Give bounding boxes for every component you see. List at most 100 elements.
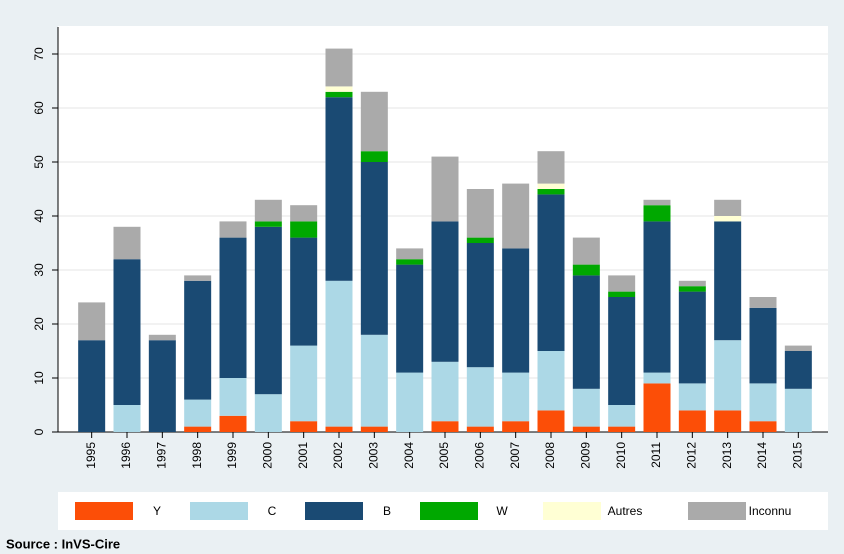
y-tick-label: 50: [32, 155, 46, 169]
x-tick-label: 2010: [614, 442, 628, 469]
y-tick-label: 20: [32, 317, 46, 331]
x-tick-label: 2004: [402, 442, 416, 469]
bar-segment: [643, 221, 671, 373]
legend-label: B: [383, 504, 391, 518]
y-tick-label: 70: [32, 47, 46, 61]
x-tick-label: 2009: [579, 442, 593, 469]
bar-segment: [360, 91, 388, 152]
bar-segment: [254, 221, 282, 227]
bar-segment: [784, 345, 812, 351]
bar-segment: [678, 291, 706, 384]
y-tick-label: 0: [32, 428, 46, 435]
x-tick-label: 2001: [296, 442, 310, 469]
bar-segment: [431, 421, 459, 432]
x-tick-label: 2015: [791, 442, 805, 469]
bar-segment: [184, 280, 212, 400]
bar-segment: [537, 151, 565, 184]
bar-segment: [714, 199, 742, 216]
bar-segment: [290, 205, 318, 222]
legend-swatch: [305, 502, 363, 520]
bar-segment: [572, 275, 600, 389]
bar-segment: [290, 421, 318, 432]
bar-segment: [537, 194, 565, 351]
x-tick-label: 2011: [649, 442, 663, 468]
bar-segment: [502, 248, 530, 373]
bar-segment: [572, 264, 600, 276]
bar-segment: [643, 372, 671, 384]
legend-swatch: [543, 502, 601, 520]
bar-segment: [678, 410, 706, 432]
bar-segment: [608, 297, 636, 405]
bar-segment: [784, 351, 812, 389]
bar-segment: [537, 351, 565, 411]
bar-segment: [714, 410, 742, 432]
bar-segment: [325, 86, 353, 92]
bar-segment: [219, 237, 247, 378]
bar-segment: [360, 426, 388, 432]
x-tick-label: 2000: [261, 442, 275, 469]
bar-segment: [325, 280, 353, 427]
bar-segment: [184, 275, 212, 281]
x-tick-label: 2008: [543, 442, 557, 469]
bar-segment: [714, 340, 742, 411]
x-tick-label: 2012: [685, 442, 699, 469]
bar-segment: [325, 97, 353, 281]
x-tick-label: 2013: [720, 442, 734, 469]
x-tick-label: 2014: [755, 442, 769, 469]
bar-segment: [537, 410, 565, 432]
x-tick-label: 1998: [190, 442, 204, 469]
legend-swatch: [420, 502, 478, 520]
legend-swatch: [75, 502, 133, 520]
bar-segment: [572, 237, 600, 265]
bar-segment: [678, 383, 706, 411]
bar-segment: [749, 307, 777, 384]
bar-segment: [608, 291, 636, 297]
y-tick-label: 10: [32, 371, 46, 385]
bar-segment: [502, 372, 530, 422]
bar-segment: [113, 226, 141, 260]
bar-segment: [784, 388, 812, 432]
bar-segment: [219, 221, 247, 238]
bar-segment: [360, 151, 388, 162]
bar-segment: [396, 264, 424, 373]
bar-segment: [113, 259, 141, 405]
bar-segment: [714, 221, 742, 341]
bar-segment: [148, 340, 176, 432]
bar-segment: [290, 237, 318, 346]
x-tick-label: 2002: [331, 442, 345, 469]
bar-segment: [466, 189, 494, 238]
bar-segment: [113, 405, 141, 432]
y-tick-label: 60: [32, 101, 46, 115]
bar-segment: [325, 91, 353, 98]
bar-segment: [396, 248, 424, 260]
bar-segment: [290, 345, 318, 422]
bar-segment: [643, 199, 671, 206]
bar-segment: [78, 340, 106, 432]
bar-segment: [466, 243, 494, 368]
bar-segment: [184, 426, 212, 432]
bar-segment: [466, 426, 494, 432]
bar-segment: [431, 156, 459, 222]
bar-segment: [78, 302, 106, 341]
bar-segment: [643, 383, 671, 432]
x-tick-label: 2003: [367, 442, 381, 469]
legend-swatch: [190, 502, 248, 520]
bar-segment: [219, 378, 247, 416]
bar-segment: [608, 275, 636, 292]
bar-segment: [148, 334, 176, 341]
bar-segment: [254, 199, 282, 222]
bar-segment: [572, 426, 600, 432]
bar-segment: [572, 388, 600, 427]
bar-segment: [608, 426, 636, 432]
legend-label: C: [268, 504, 277, 518]
bar-segment: [396, 259, 424, 265]
x-tick-label: 1995: [84, 442, 98, 469]
bar-segment: [360, 162, 388, 335]
bar-segment: [678, 280, 706, 287]
bar-segment: [537, 189, 565, 195]
bar-segment: [749, 297, 777, 308]
bar-segment: [502, 183, 530, 249]
bar-segment: [431, 221, 459, 362]
bar-segment: [749, 383, 777, 422]
